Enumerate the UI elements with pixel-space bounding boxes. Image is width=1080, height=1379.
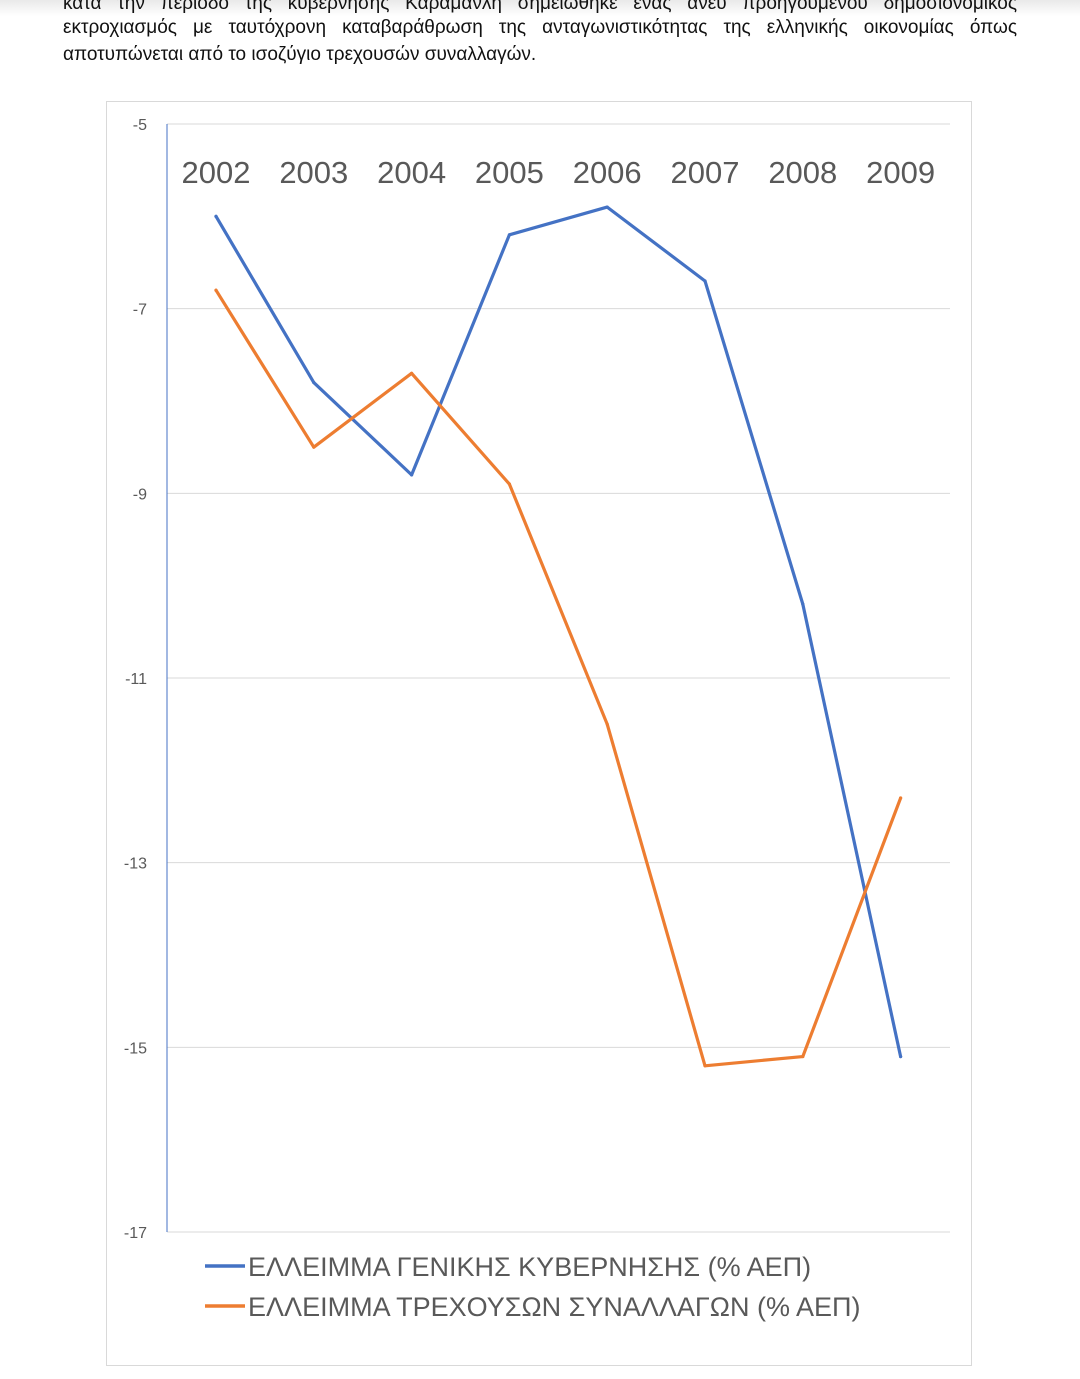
category-labels: 2002 2003 2004 2005 2006 2007 2008 2009 [182, 155, 936, 190]
category-label: 2003 [279, 155, 348, 190]
category-label: 2004 [377, 155, 446, 190]
data-point [312, 445, 316, 449]
category-label: 2002 [182, 155, 251, 190]
legend: ΕΛΛΕΙΜΜΑ ΓΕΝΙΚΗΣ ΚΥΒΕΡΝΗΣΗΣ (% ΑΕΠ) ΕΛΛΕΙ… [205, 1252, 861, 1322]
data-point [312, 380, 316, 385]
data-point [801, 1054, 805, 1059]
legend-label: ΕΛΛΕΙΜΜΑ ΤΡΕΧΟΥΣΩΝ ΣΥΝΑΛΛΑΓΩΝ (% ΑΕΠ) [248, 1292, 861, 1322]
chart-frame [106, 101, 972, 1366]
data-point [605, 722, 609, 726]
series-lines [214, 205, 903, 1068]
category-label: 2006 [573, 155, 642, 190]
data-point [899, 1054, 903, 1059]
series-line [214, 205, 903, 1059]
text-line-2: εκτροχιασμός με ταυτόχρονη καταβαράθρωση… [63, 17, 1017, 38]
y-tick-label: -9 [133, 486, 147, 503]
document-text: κατά την περίοδο της κυβέρνησης Καραμανλ… [63, 0, 1017, 68]
data-point [410, 473, 414, 477]
data-point [899, 796, 903, 800]
data-point [605, 205, 609, 209]
y-tick-label: -15 [124, 1040, 147, 1057]
y-tick-label: -7 [133, 302, 147, 319]
y-axis-ticks: -5 -7 -9 -11 -13 -15 -17 [124, 117, 147, 1242]
data-point [703, 1064, 707, 1068]
data-point [703, 279, 707, 283]
data-point [214, 288, 218, 292]
gridlines [167, 123, 950, 1233]
data-point [507, 233, 511, 237]
y-tick-label: -5 [133, 117, 147, 134]
category-label: 2007 [671, 155, 740, 190]
data-point [410, 371, 414, 375]
y-tick-label: -13 [124, 856, 147, 873]
y-tick-label: -17 [124, 1225, 147, 1242]
data-point [507, 482, 511, 486]
category-label: 2008 [768, 155, 837, 190]
text-line-3: αποτυπώνεται από το ισοζύγιο τρεχουσών σ… [63, 44, 537, 65]
series-line [214, 288, 903, 1068]
y-tick-label: -11 [125, 671, 147, 688]
text-line-1: κατά την περίοδο της κυβέρνησης Καραμανλ… [63, 0, 1017, 14]
data-point [214, 214, 218, 218]
category-label: 2009 [866, 155, 935, 190]
data-point [801, 602, 805, 606]
legend-label: ΕΛΛΕΙΜΜΑ ΓΕΝΙΚΗΣ ΚΥΒΕΡΝΗΣΗΣ (% ΑΕΠ) [248, 1252, 811, 1282]
category-label: 2005 [475, 155, 544, 190]
top-shadow [0, 0, 1080, 16]
